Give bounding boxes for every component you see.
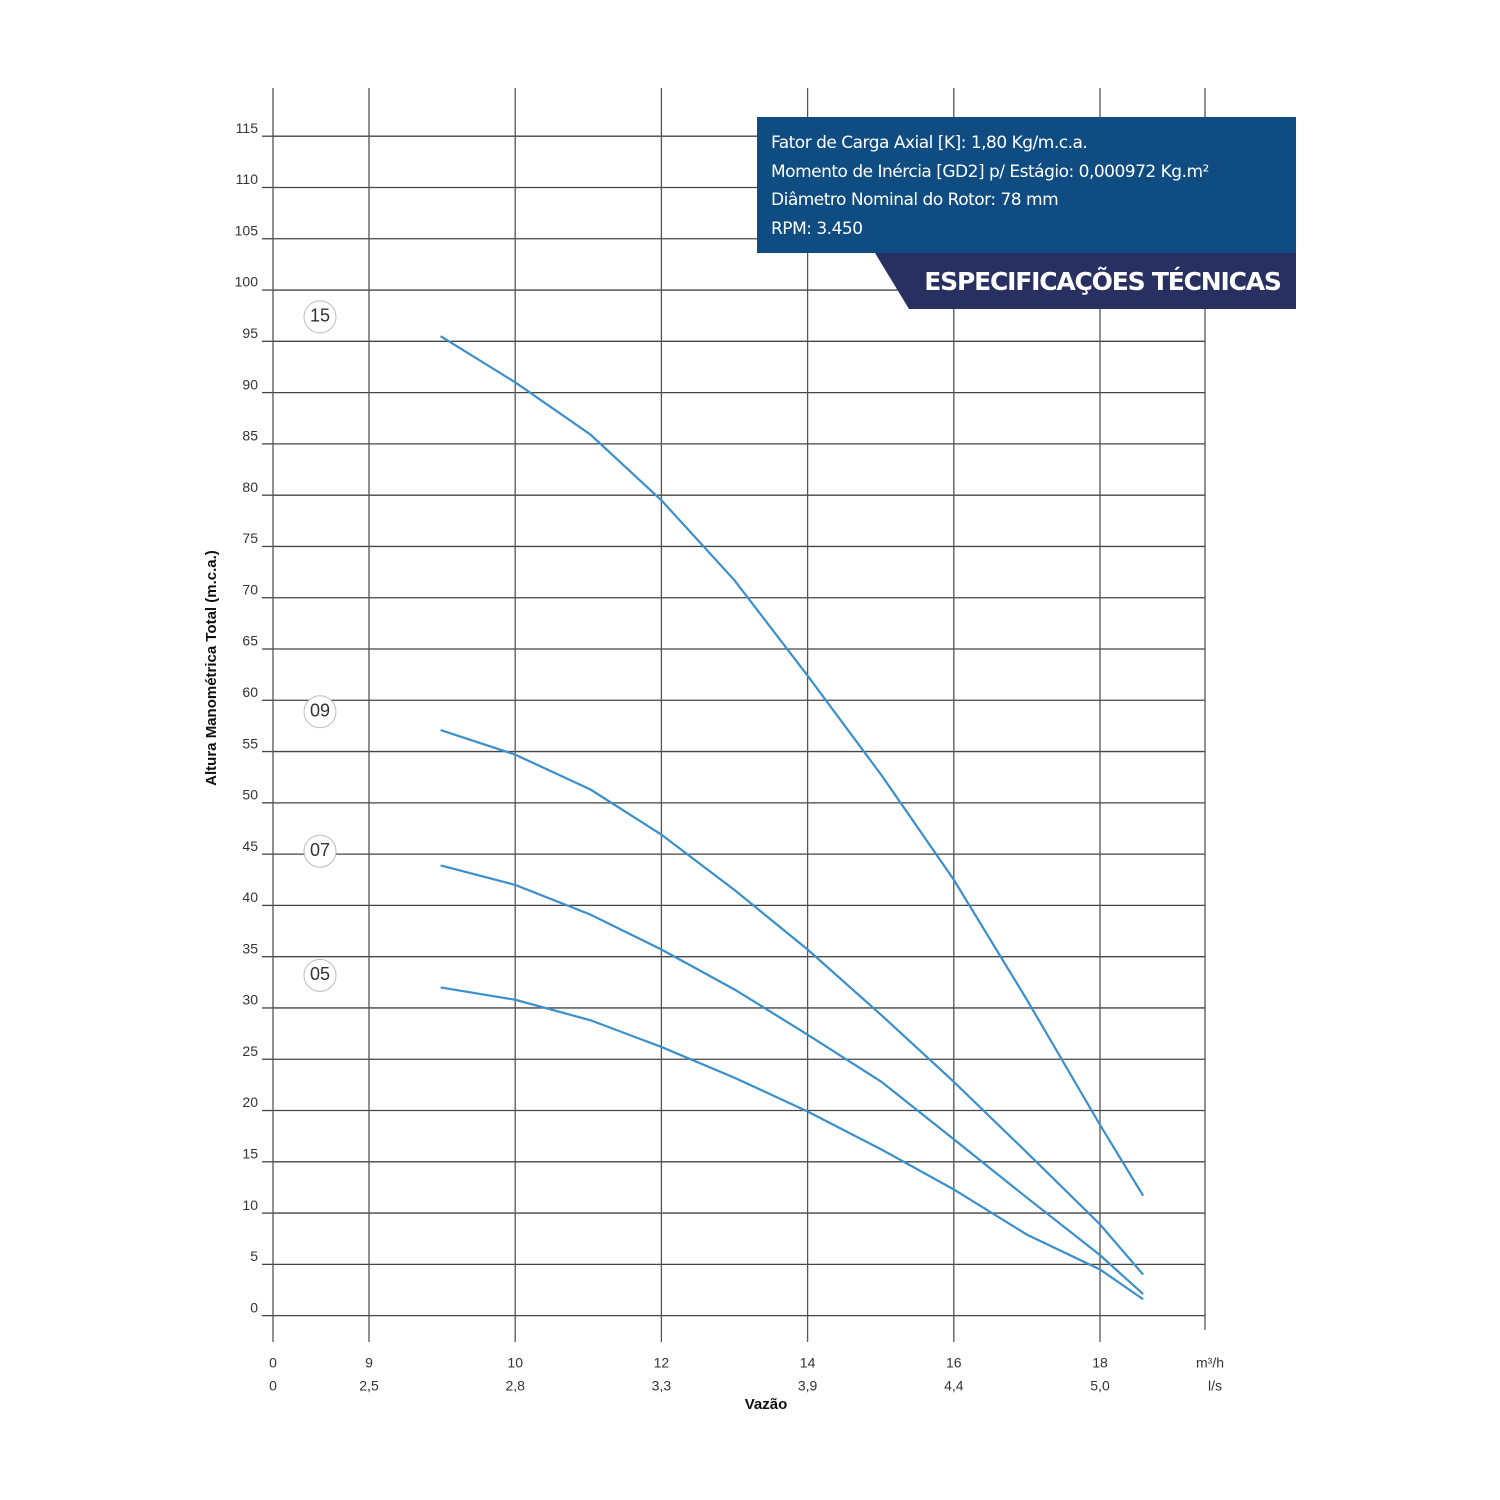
x-tick-label: 10 (507, 1355, 523, 1371)
legend-label: 05 (310, 964, 330, 984)
legend-label: 15 (310, 306, 330, 326)
x-axis-label: Vazão (745, 1396, 788, 1413)
x-secondary-tick-label: 2,5 (359, 1378, 379, 1394)
x-tick-label: 14 (800, 1355, 816, 1371)
y-tick-label: 60 (242, 684, 258, 700)
y-tick-label: 105 (235, 222, 259, 238)
curve (440, 728, 1144, 1276)
y-tick-label: 100 (235, 274, 259, 290)
curve-label-circle (303, 300, 337, 334)
x-secondary-tick-label: 5,0 (1090, 1378, 1110, 1394)
y-tick-label: 65 (242, 633, 258, 649)
x-tick-label: 9 (365, 1355, 373, 1371)
legend-label: 07 (310, 840, 330, 860)
x-units: m³/h (1196, 1355, 1224, 1371)
y-tick-label: 30 (242, 992, 258, 1008)
y-tick-label: 115 (236, 120, 259, 136)
curve (440, 864, 1144, 1295)
y-tick-label: 20 (242, 1094, 258, 1110)
y-tick-label: 75 (242, 530, 258, 546)
x-tick-label: 0 (269, 1355, 277, 1371)
y-tick-label: 35 (242, 940, 258, 956)
info-line: Momento de Inércia [GD2] p/ Estágio: 0,0… (771, 161, 1209, 182)
y-tick-label: 70 (242, 581, 258, 597)
y-tick-label: 95 (242, 325, 258, 341)
x-secondary-units: l/s (1208, 1378, 1222, 1394)
curve-label-circle (303, 834, 337, 868)
x-secondary-tick-label: 3,9 (798, 1378, 818, 1394)
y-tick-label: 15 (242, 1146, 258, 1162)
info-line: Diâmetro Nominal do Rotor: 78 mm (771, 190, 1059, 210)
y-tick-label: 80 (242, 479, 258, 495)
curve (440, 335, 1145, 1197)
x-tick-label: 16 (946, 1355, 962, 1371)
x-secondary-tick-label: 2,8 (505, 1378, 525, 1394)
x-tick-label: 18 (1092, 1355, 1108, 1371)
y-tick-label: 55 (242, 735, 258, 751)
info-box: Fator de Carga Axial [K]: 1,80 Kg/m.c.a.… (757, 117, 1296, 253)
y-axis-label: Altura Manométrica Total (m.c.a.) (203, 550, 220, 786)
curve-label-circle (303, 958, 337, 992)
y-tick-label: 110 (236, 171, 259, 187)
x-tick-label: 12 (654, 1355, 670, 1371)
x-secondary-tick-label: 3,3 (652, 1378, 672, 1394)
y-tick-label: 10 (242, 1197, 258, 1213)
y-tick-label: 0 (250, 1299, 258, 1315)
legend-label: 09 (310, 700, 330, 720)
info-title: ESPECIFICAÇÕES TÉCNICAS (875, 253, 1296, 309)
curve (440, 986, 1144, 1301)
curve-label-circle (303, 695, 337, 729)
y-tick-label: 50 (242, 787, 258, 803)
y-tick-label: 25 (242, 1043, 258, 1059)
y-tick-label: 90 (242, 376, 258, 392)
info-line: RPM: 3.450 (771, 218, 863, 239)
y-tick-label: 40 (242, 889, 258, 905)
y-tick-label: 45 (242, 838, 258, 854)
info-line: Fator de Carga Axial [K]: 1,80 Kg/m.c.a. (771, 133, 1088, 153)
y-tick-label: 5 (250, 1248, 258, 1264)
x-secondary-tick-label: 4,4 (944, 1378, 964, 1394)
y-tick-label: 85 (242, 428, 258, 444)
x-secondary-tick-label: 0 (269, 1378, 277, 1394)
